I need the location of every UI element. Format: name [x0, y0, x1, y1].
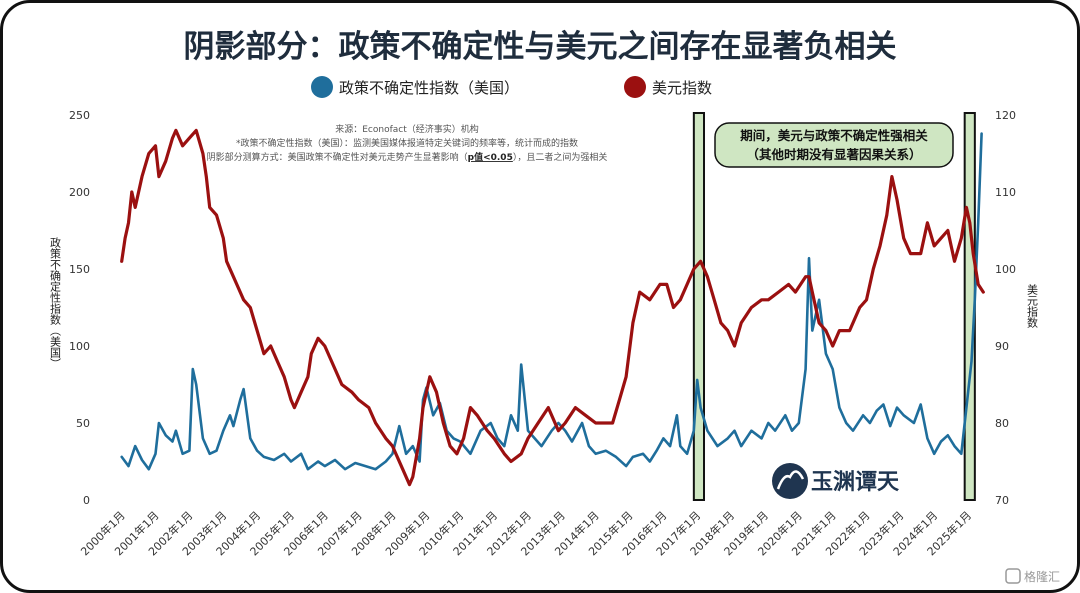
left-tick-label: 250 — [69, 109, 90, 122]
right-tick-label: 80 — [995, 417, 1009, 430]
annotation-line-1: 期间，美元与政策不确定性强相关 — [740, 128, 928, 143]
chart-canvas: 阴影部分：政策不确定性与美元之间存在显著负相关 政策不确定性指数（美国） 美元指… — [49, 29, 1061, 584]
watermark-icon — [1005, 568, 1021, 584]
right-tick-label: 70 — [995, 494, 1009, 507]
left-tick-label: 150 — [69, 263, 90, 276]
right-tick-label: 110 — [995, 186, 1016, 199]
shaded-period-1 — [692, 112, 706, 501]
watermark: 格隆汇 — [1005, 568, 1060, 584]
right-axis-ticks: 70 80 90 100 110 120 — [995, 109, 1016, 507]
note-definition: *政策不确定性指数（美国）：监测美国媒体报道特定关键词的频率等，统计而成的指数 — [236, 137, 578, 149]
right-tick-label: 100 — [995, 263, 1016, 276]
note-source: 来源：Econofact（经济事实）机构 — [335, 123, 479, 135]
left-tick-label: 0 — [83, 494, 90, 507]
brand-emblem-icon — [772, 463, 808, 499]
legend-swatch-usd — [624, 76, 646, 98]
legend-swatch-policy — [311, 76, 333, 98]
x-axis-ticks: 2000年1月2001年1月2002年1月2003年1月2004年1月2005年… — [78, 508, 975, 558]
legend-label-usd: 美元指数 — [652, 79, 712, 97]
right-tick-label: 120 — [995, 109, 1016, 122]
source-notes: 来源：Econofact（经济事实）机构 *政策不确定性指数（美国）：监测美国媒… — [207, 123, 608, 163]
annotation-line-2: （其他时期没有显著因果关系） — [746, 147, 921, 162]
legend: 政策不确定性指数（美国） 美元指数 — [311, 76, 712, 98]
right-tick-label: 90 — [995, 340, 1009, 353]
brand-logo: 玉渊谭天 — [772, 463, 900, 499]
left-tick-label: 100 — [69, 340, 90, 353]
chart-title: 阴影部分：政策不确定性与美元之间存在显著负相关 — [184, 29, 897, 65]
series-line-usd-index — [120, 128, 985, 487]
annotation-callout: 期间，美元与政策不确定性强相关 （其他时期没有显著因果关系） — [714, 122, 954, 168]
left-axis-ticks: 0 50 100 150 200 250 — [69, 109, 90, 507]
left-axis-label: 政策不确定性指数（美国） — [49, 236, 62, 369]
legend-label-policy: 政策不确定性指数（美国） — [339, 79, 519, 97]
right-axis-label: 美元指数 — [1026, 284, 1039, 329]
note-method: 阴影部分测算方式：美国政策不确定性对美元走势产生显著影响（p值<0.05），且二… — [207, 151, 608, 163]
brand-name: 玉渊谭天 — [811, 469, 900, 495]
left-tick-label: 50 — [76, 417, 90, 430]
series-line-policy-uncertainty — [120, 132, 983, 471]
annotation-box — [714, 122, 954, 168]
watermark-text: 格隆汇 — [1024, 569, 1060, 584]
left-tick-label: 200 — [69, 186, 90, 199]
